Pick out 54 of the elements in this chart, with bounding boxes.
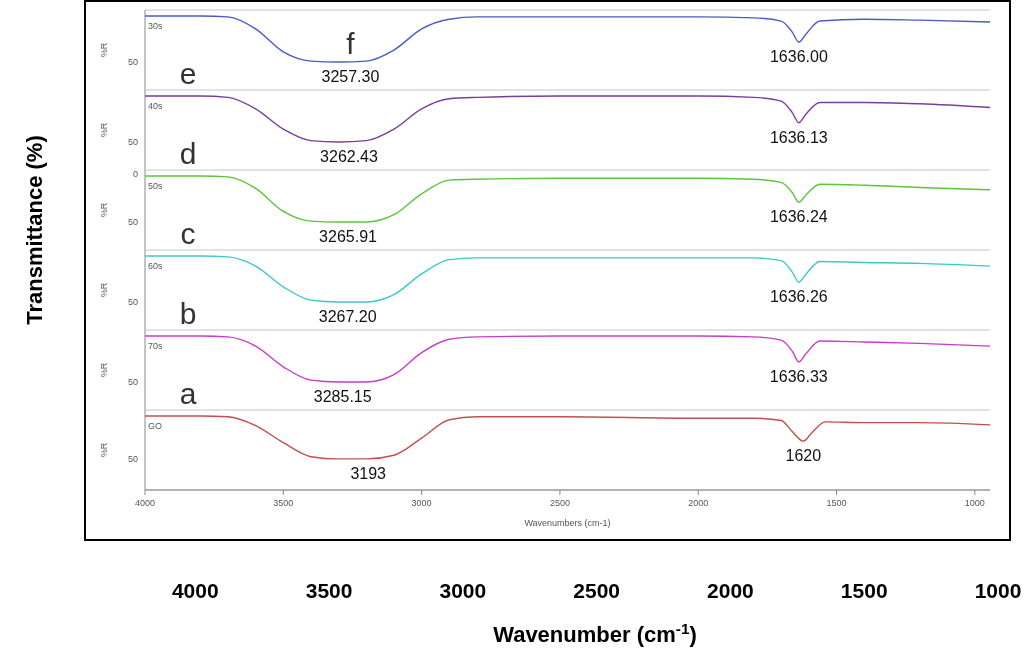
text: 0 xyxy=(132,169,138,180)
annotation: 3262.43 xyxy=(320,148,379,165)
x-tick-label: 3000 xyxy=(411,498,432,508)
x-tick-label: 1500 xyxy=(826,498,847,508)
annotation: a xyxy=(179,377,197,410)
y-axis-title: %R xyxy=(99,202,109,218)
text: Transmittance (%) xyxy=(22,135,47,325)
x-tick-label: 3500 xyxy=(273,498,294,508)
annotation: 3257.30 xyxy=(321,68,380,85)
annotation: 3267.20 xyxy=(318,308,377,325)
x2-tick-label: 3000 xyxy=(439,579,487,602)
text: 50 xyxy=(127,217,138,228)
annotation: 70s xyxy=(148,341,164,351)
annotation: 60s xyxy=(148,261,164,271)
text: 50 xyxy=(127,454,138,465)
annotation: 40s xyxy=(148,101,164,111)
x2-tick-label: 4000 xyxy=(171,579,219,602)
annotation: 1636.33 xyxy=(769,367,828,385)
annotation: 3285.15 xyxy=(313,388,372,405)
text: 50 xyxy=(127,137,138,148)
x-tick-label: 4000 xyxy=(134,498,156,508)
annotation: 30s xyxy=(148,21,164,31)
annotation: 1636.00 xyxy=(769,48,828,66)
annotation: d xyxy=(179,137,197,170)
y-axis-title: %R xyxy=(99,362,109,378)
x2-tick-label: 3500 xyxy=(305,579,353,602)
annotation: f xyxy=(346,27,356,60)
text: 50 xyxy=(127,57,138,68)
x-axis-title: Wavenumbers (cm-1) xyxy=(524,518,611,528)
annotation: 1636.26 xyxy=(769,288,828,306)
y-axis-title: %R xyxy=(99,42,109,58)
x2-tick-label: 1000 xyxy=(974,579,1022,602)
x2-tick-label: 2000 xyxy=(707,579,754,602)
annotation: c xyxy=(180,217,196,250)
text: 50 xyxy=(127,377,138,388)
y-axis-title: %R xyxy=(99,282,109,298)
x2-axis-title: Wavenumber (cm$^{-1}$) xyxy=(493,619,697,647)
y-axis-title: %R xyxy=(99,122,109,138)
annotation: 3193 xyxy=(350,464,387,482)
annotation: 1620 xyxy=(785,447,822,465)
annotation: 3265.91 xyxy=(319,228,378,245)
text: 50 xyxy=(127,297,138,308)
x-tick-label: 2000 xyxy=(688,498,709,508)
annotation: e xyxy=(179,57,197,90)
x2-tick-label: 1500 xyxy=(840,579,888,602)
x-tick-label: 1000 xyxy=(964,498,985,508)
x-tick-label: 2500 xyxy=(549,498,570,508)
y-axis-title: %R xyxy=(99,442,109,458)
x2-tick-label: 2500 xyxy=(573,579,621,602)
annotation: GO xyxy=(148,421,163,431)
annotation: 1636.13 xyxy=(769,128,828,146)
annotation: 50s xyxy=(148,181,164,191)
annotation: b xyxy=(179,297,197,330)
annotation: 1636.24 xyxy=(769,208,828,226)
